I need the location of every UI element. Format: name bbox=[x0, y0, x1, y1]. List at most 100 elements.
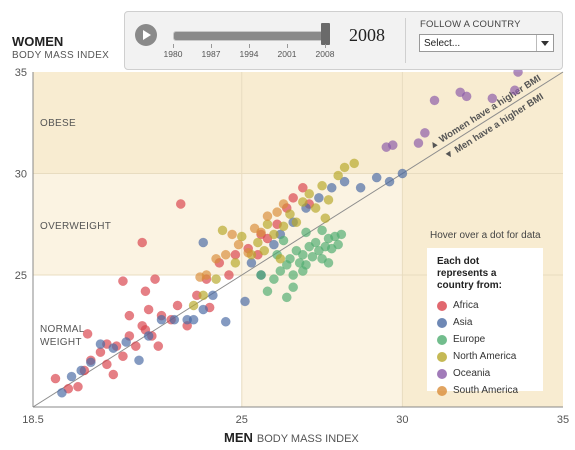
country-dot[interactable] bbox=[156, 314, 167, 325]
country-dot[interactable] bbox=[243, 247, 254, 258]
country-dot[interactable] bbox=[118, 351, 128, 362]
country-dot[interactable] bbox=[66, 371, 77, 382]
country-dot[interactable] bbox=[256, 270, 266, 280]
country-dot[interactable] bbox=[455, 87, 466, 98]
country-dot[interactable] bbox=[57, 387, 67, 398]
country-dot[interactable] bbox=[339, 176, 350, 187]
country-dot[interactable] bbox=[95, 347, 106, 358]
country-dot[interactable] bbox=[304, 188, 315, 199]
country-dot[interactable] bbox=[349, 158, 360, 169]
country-dot[interactable] bbox=[278, 221, 289, 232]
country-dot[interactable] bbox=[230, 249, 241, 260]
country-dot[interactable] bbox=[211, 274, 221, 284]
country-dot[interactable] bbox=[198, 304, 209, 315]
country-dot[interactable] bbox=[121, 337, 132, 347]
country-dot[interactable] bbox=[252, 237, 263, 248]
country-dot[interactable] bbox=[124, 310, 135, 321]
country-dot[interactable] bbox=[278, 235, 289, 246]
country-dot[interactable] bbox=[307, 251, 318, 262]
country-dot[interactable] bbox=[143, 304, 154, 315]
country-dot[interactable] bbox=[82, 329, 93, 339]
country-dot[interactable] bbox=[153, 341, 164, 351]
country-dot[interactable] bbox=[320, 213, 331, 224]
country-dot[interactable] bbox=[333, 239, 344, 250]
play-button[interactable] bbox=[135, 24, 157, 46]
country-dot[interactable] bbox=[95, 339, 106, 349]
country-dot[interactable] bbox=[288, 270, 299, 280]
country-dot[interactable] bbox=[387, 140, 398, 150]
country-dot[interactable] bbox=[208, 290, 218, 301]
country-dot[interactable] bbox=[108, 369, 119, 380]
country-dot[interactable] bbox=[371, 172, 382, 183]
country-dot[interactable] bbox=[246, 257, 257, 268]
country-dot[interactable] bbox=[130, 341, 141, 351]
country-dot[interactable] bbox=[198, 290, 209, 301]
country-dot[interactable] bbox=[336, 229, 347, 240]
country-dot[interactable] bbox=[285, 253, 295, 264]
country-dot[interactable] bbox=[201, 270, 212, 280]
country-dot[interactable] bbox=[297, 266, 308, 276]
country-dot[interactable] bbox=[269, 274, 279, 284]
country-dot[interactable] bbox=[85, 357, 96, 368]
country-dot[interactable] bbox=[275, 266, 286, 276]
country-dot[interactable] bbox=[269, 239, 279, 250]
country-dot[interactable] bbox=[310, 203, 321, 213]
country-dot[interactable] bbox=[317, 225, 327, 236]
country-dot[interactable] bbox=[169, 314, 180, 325]
country-dot[interactable] bbox=[269, 229, 279, 240]
country-dot[interactable] bbox=[198, 237, 209, 248]
country-dot[interactable] bbox=[172, 300, 183, 311]
country-dot[interactable] bbox=[150, 274, 160, 284]
country-dot[interactable] bbox=[285, 209, 295, 219]
country-dot[interactable] bbox=[262, 286, 273, 297]
country-dot[interactable] bbox=[297, 249, 308, 260]
country-dot[interactable] bbox=[118, 276, 128, 286]
country-dot[interactable] bbox=[240, 296, 250, 307]
country-dot[interactable] bbox=[175, 199, 186, 209]
country-dot[interactable] bbox=[326, 182, 337, 193]
slider-handle[interactable] bbox=[321, 23, 330, 45]
country-dot[interactable] bbox=[397, 168, 408, 179]
country-dot[interactable] bbox=[259, 245, 270, 256]
country-dot[interactable] bbox=[188, 314, 199, 325]
country-dot[interactable] bbox=[50, 373, 61, 384]
country-dot[interactable] bbox=[233, 239, 244, 250]
country-dot[interactable] bbox=[339, 162, 350, 173]
country-dot[interactable] bbox=[256, 227, 266, 238]
country-dot[interactable] bbox=[134, 355, 144, 366]
country-dot[interactable] bbox=[384, 176, 395, 187]
country-dot[interactable] bbox=[102, 359, 112, 370]
country-dot[interactable] bbox=[230, 257, 241, 268]
country-dot[interactable] bbox=[188, 300, 199, 311]
country-dot[interactable] bbox=[217, 225, 228, 236]
country-dot[interactable] bbox=[288, 282, 299, 293]
country-dot[interactable] bbox=[429, 95, 440, 106]
country-dot[interactable] bbox=[272, 207, 282, 217]
country-dot[interactable] bbox=[413, 138, 424, 148]
country-dot[interactable] bbox=[281, 292, 292, 303]
country-dot[interactable] bbox=[224, 270, 234, 280]
country-dot[interactable] bbox=[288, 193, 299, 203]
country-dot[interactable] bbox=[323, 195, 334, 205]
country-dot[interactable] bbox=[301, 227, 311, 238]
country-dot[interactable] bbox=[333, 170, 344, 181]
country-dot[interactable] bbox=[137, 237, 148, 248]
country-dot[interactable] bbox=[278, 199, 289, 209]
year-slider[interactable] bbox=[173, 31, 327, 41]
country-dot[interactable] bbox=[297, 182, 308, 193]
country-dot[interactable] bbox=[323, 257, 334, 268]
country-dot[interactable] bbox=[220, 249, 231, 260]
country-dot[interactable] bbox=[291, 217, 302, 228]
country-dot[interactable] bbox=[140, 286, 151, 297]
country-dot[interactable] bbox=[211, 253, 221, 264]
country-dot[interactable] bbox=[314, 193, 324, 203]
country-dot[interactable] bbox=[317, 180, 327, 191]
country-dot[interactable] bbox=[355, 182, 366, 193]
country-dot[interactable] bbox=[275, 253, 286, 264]
country-dot[interactable] bbox=[310, 237, 321, 248]
country-dot[interactable] bbox=[297, 197, 308, 207]
country-dot[interactable] bbox=[76, 365, 87, 376]
country-dot[interactable] bbox=[487, 93, 498, 104]
country-select[interactable]: Select... bbox=[419, 34, 554, 52]
country-dot[interactable] bbox=[143, 331, 154, 341]
